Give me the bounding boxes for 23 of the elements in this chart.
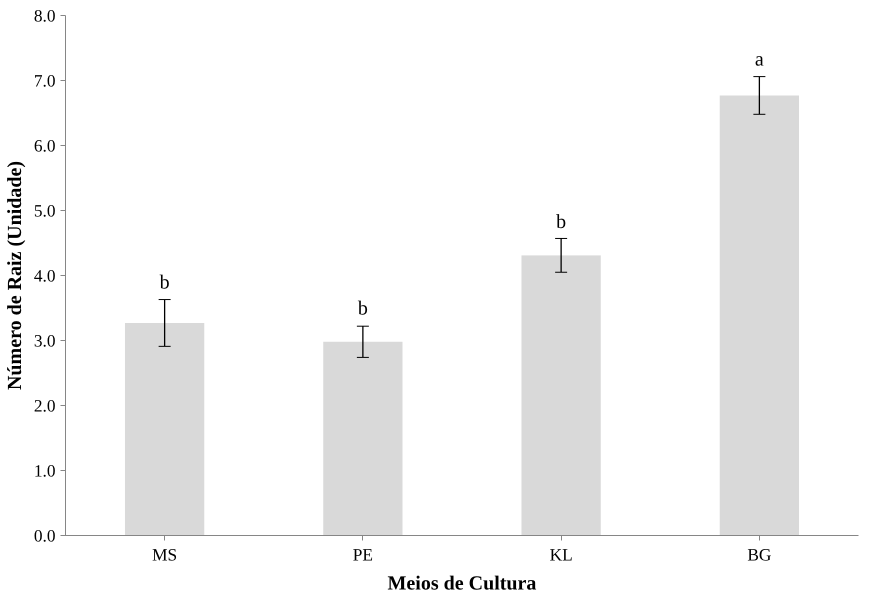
y-tick-label: 1.0 <box>34 462 56 480</box>
x-tick-label: PE <box>352 546 373 564</box>
bar <box>323 342 403 536</box>
y-tick-label: 5.0 <box>34 202 56 220</box>
bar <box>124 322 204 536</box>
annotation: b <box>358 298 368 320</box>
y-tick-label: 6.0 <box>34 136 56 156</box>
bar <box>521 255 601 536</box>
bar <box>720 95 800 536</box>
y-tick-label: 0.0 <box>34 526 56 546</box>
y-tick-label: 8.0 <box>34 6 56 26</box>
y-tick-label: 7.0 <box>34 72 56 90</box>
annotation: b <box>556 211 566 234</box>
x-axis-title: Meios de Cultura <box>388 572 536 594</box>
annotation: b <box>160 272 170 294</box>
annotation: a <box>754 48 764 71</box>
y-tick-label: 2.0 <box>34 396 56 416</box>
x-tick-label: BG <box>747 546 772 564</box>
x-tick-label: MS <box>152 546 178 564</box>
y-axis-title: Número de Raiz (Unidade) <box>4 160 26 390</box>
y-tick-label: 3.0 <box>34 332 56 350</box>
x-tick-label: KL <box>550 546 573 564</box>
y-tick-label: 4.0 <box>34 266 56 286</box>
